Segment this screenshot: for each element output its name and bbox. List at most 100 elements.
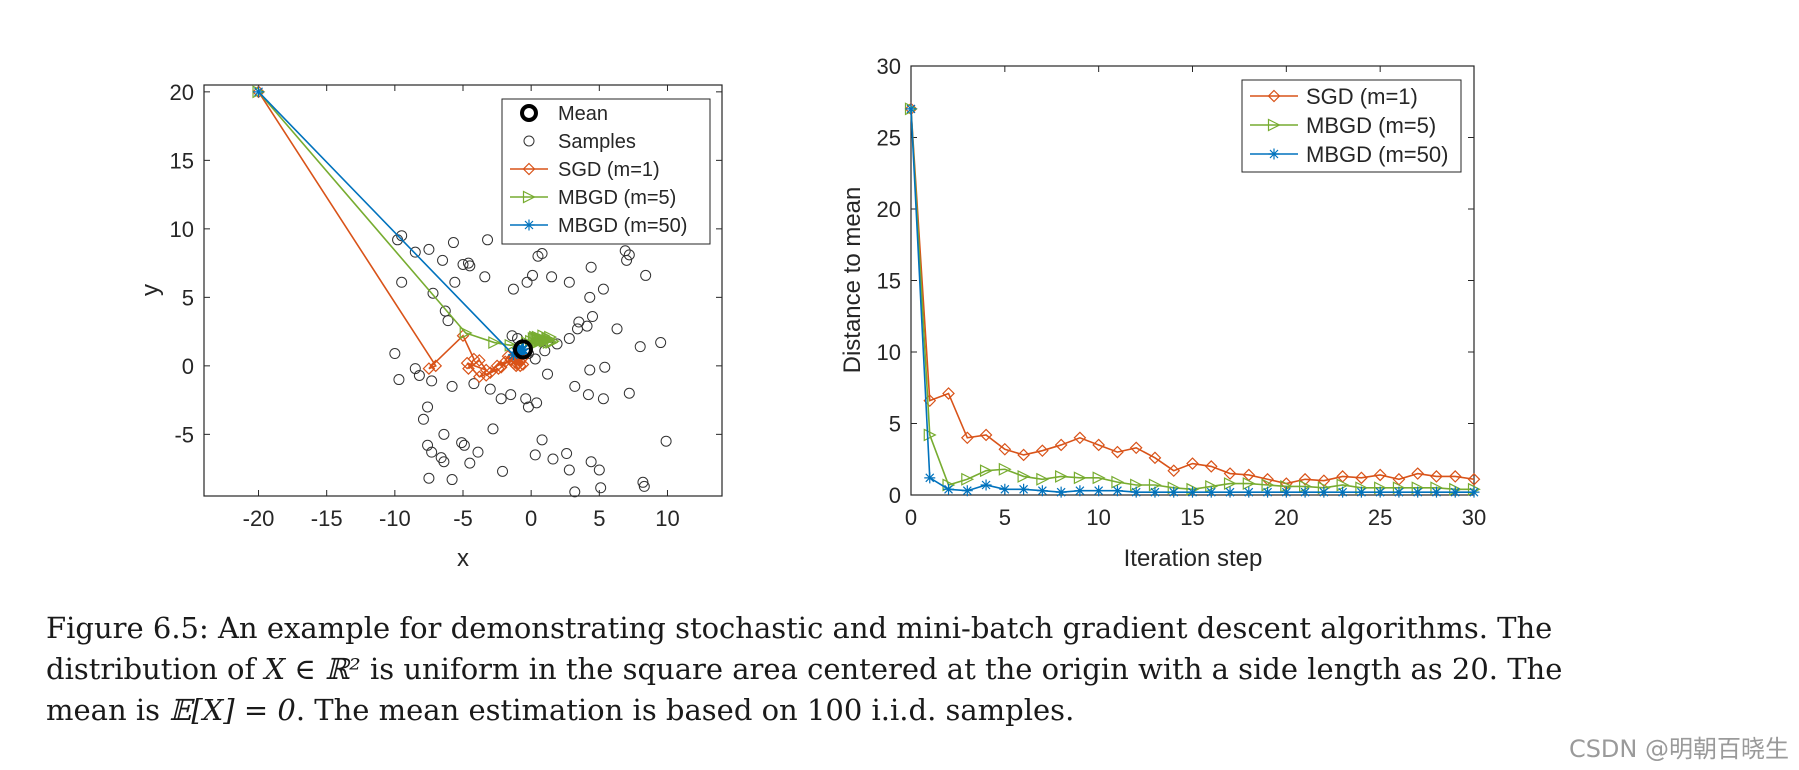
plot2-series-marker [1148,451,1162,465]
plot2-series-marker [1337,486,1349,498]
legend-label: Mean [558,103,608,125]
sample-point [623,249,635,261]
sample-point [539,345,551,357]
plot2-series-marker [905,103,917,115]
sample-point [426,375,438,387]
plot2-series-marker [1373,468,1387,482]
sample-point [417,413,429,425]
sample-point [422,401,434,413]
sample-point [484,383,496,395]
sample-point [389,348,401,360]
plot2-series-marker [961,472,975,486]
legend-marker [522,162,536,176]
plot2-series-marker [1298,472,1312,486]
sample-point [634,341,646,353]
plot2-series-marker [1430,486,1442,498]
figure: -20 -15 -10 -5 0 5 10 -5 0 5 10 15 20 x y Mean Sample… [137,54,1486,572]
sample-point [582,389,594,401]
sample-point [423,243,435,255]
plot2-series-marker [1299,486,1311,498]
plot2-series-marker [1017,448,1030,462]
sample-point [536,248,548,260]
plot2-series-marker [1111,485,1123,497]
plot2-series-marker [1355,486,1367,498]
caption-prefix: Figure 6.5: An example for demonstrating… [46,611,1553,686]
plot1-xtick-label: -10 [379,506,411,531]
sample-point [437,254,449,266]
sample-point [563,332,575,344]
sample-point [581,320,593,332]
plot2-series-marker [1055,486,1067,498]
sample-point [472,446,484,458]
plot2-ytick-label: 0 [889,483,901,508]
plot2-series-marker [1149,486,1161,498]
sample-point [413,369,425,381]
sample-point [396,276,408,288]
sample-point [409,246,421,258]
plot2-series-marker [1468,486,1480,498]
caption-middle: is uniform in the square area centered a… [46,652,1563,727]
plot1-xtick-label: -5 [453,506,473,531]
legend-label: MBGD (m=5) [1306,113,1436,138]
sample-point [482,234,494,246]
plot2-series-marker [1317,474,1331,488]
sample-point [446,380,458,392]
sample-point [584,291,596,303]
plot2-series-marker [998,462,1012,476]
sample-point [655,337,667,349]
sample-point [595,482,607,494]
sample-point [546,271,558,283]
plot2-xtick-label: 25 [1368,505,1392,530]
plot1-series-marker [511,358,524,371]
plot2-series-marker [1242,477,1256,491]
legend-marker [1267,118,1281,132]
sample-point [536,434,548,446]
plot1-series-marker [479,369,493,382]
plot2-xlabel: Iteration step [1124,545,1263,572]
sample-point [638,480,650,492]
sample-point [597,283,609,295]
plot2-series-marker [1262,486,1274,498]
sample-point [422,439,434,451]
plot2-series-marker [1111,445,1124,459]
plot2-series-marker [1074,485,1086,497]
plot2-series-marker [1129,441,1143,455]
plot1-xtick-label: -20 [243,506,275,531]
plot2-series-line [910,108,1475,485]
sample-point [529,449,541,461]
sample-point [442,315,454,327]
sample-point [396,230,408,242]
sample-point [599,361,611,373]
watermark: CSDN @明朝百晓生 [1568,735,1789,763]
sample-point [563,276,575,288]
plot2-series-marker [961,485,973,497]
plot2-series-marker [1412,486,1424,498]
plot2-ylabel: Distance to mean [839,187,866,374]
plot1-series-marker [504,352,518,366]
legend-label: MBGD (m=50) [1306,142,1448,167]
caption-math-1: X ∈ ℝ² [264,652,361,686]
sample-point [506,330,518,342]
plot1-series-marker [530,331,544,345]
plot2-ytick-label: 5 [889,412,901,437]
plot2-ytick-label: 25 [877,126,901,151]
legend-marker [523,219,535,231]
plot2-xtick-label: 15 [1180,505,1204,530]
sample-point [446,474,458,486]
plot2-series-marker [1186,457,1199,470]
sample-point [464,457,476,469]
plot1-xtick-label: 5 [593,506,605,531]
plot1-series-marker [460,356,474,370]
sample-point [409,363,421,375]
plot2-series-marker [1018,483,1030,495]
plot2-series-marker [1092,471,1106,485]
sample-point [569,486,581,498]
figure-caption: Figure 6.5: An example for demonstrating… [46,608,1626,731]
sample-point [611,323,623,335]
sample-point [521,276,533,288]
plot2-xtick-label: 20 [1274,505,1298,530]
legend-marker [522,190,536,204]
plot2-ytick-label: 20 [877,197,901,222]
plot2-series-marker [1092,438,1106,452]
plot2-series-marker [1111,475,1125,489]
